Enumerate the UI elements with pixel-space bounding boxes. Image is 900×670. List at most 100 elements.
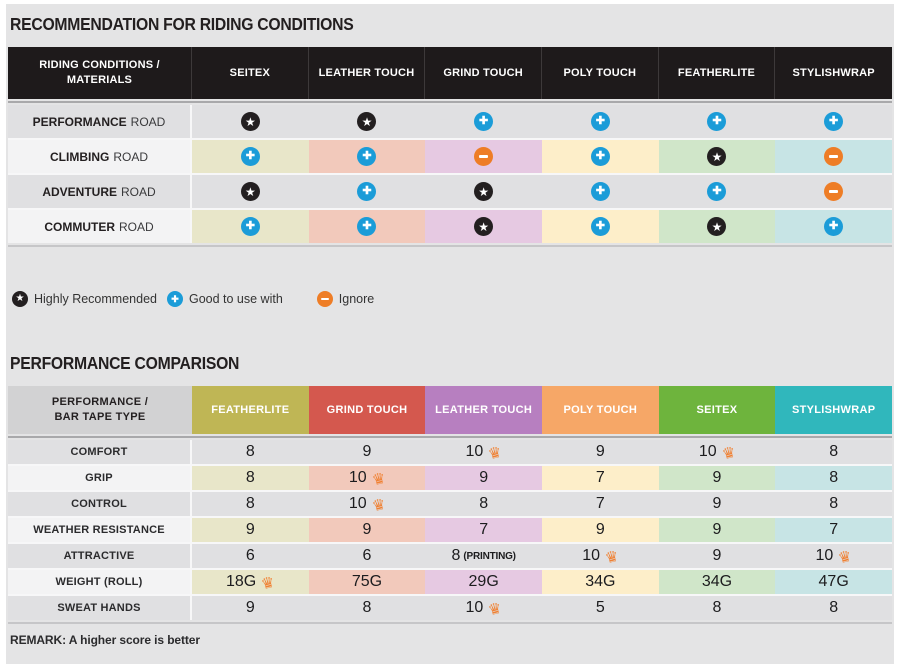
score-value: 10 <box>698 443 717 460</box>
rating-cell <box>659 175 776 208</box>
score-value: 9 <box>595 443 605 460</box>
score-cell: 10 <box>309 492 426 516</box>
rating-cell <box>308 210 426 243</box>
riding-conditions-section: RECOMMENDATION FOR RIDING CONDITIONS RID… <box>8 14 892 307</box>
score-cell: 75G <box>308 570 426 594</box>
score-cell: 10 <box>425 596 542 620</box>
score-value: 8 <box>479 495 489 512</box>
score-value: 10 <box>465 599 484 616</box>
table-row-comfort: COMFORT 8 9 10 9 10 8 <box>8 440 892 464</box>
rating-icon <box>590 217 610 236</box>
column-header-featherlite: FEATHERLITE <box>192 386 309 434</box>
rating-icon <box>707 147 727 166</box>
plus-icon <box>166 291 183 307</box>
score-cell: 5 <box>542 596 659 620</box>
performance-comparison-section: PERFORMANCE COMPARISON PERFORMANCE / BAR… <box>8 353 892 647</box>
rating-icon <box>240 147 260 166</box>
score-cell: 8 <box>775 440 892 464</box>
rating-icon <box>824 182 844 201</box>
score-value: 9 <box>362 443 372 460</box>
score-value: 9 <box>712 521 722 538</box>
table-bottom-border <box>8 622 892 624</box>
rating-icon <box>357 182 377 201</box>
legend-item-ignore: Ignore <box>316 291 374 307</box>
rating-icon <box>357 147 377 166</box>
row-label-bold: ADVENTURE <box>42 184 117 199</box>
column-header-leather-touch: LEATHER TOUCH <box>425 386 542 434</box>
rating-icon <box>590 112 610 131</box>
remark: REMARK: A higher score is better <box>10 633 200 647</box>
page: RECOMMENDATION FOR RIDING CONDITIONS RID… <box>6 4 894 664</box>
score-cell: 7 <box>541 466 659 490</box>
table-row-weather-resistance: WEATHER RESISTANCE 9 9 7 9 9 7 <box>8 518 892 542</box>
table-row-climbing-road: CLIMBING ROAD <box>8 140 892 173</box>
rating-cell <box>309 175 426 208</box>
score-value: 7 <box>595 469 605 486</box>
score-cell: 9 <box>425 466 542 490</box>
table-body: COMFORT 8 9 10 9 10 8 GRIP 8 10 9 7 9 8 <box>8 440 892 620</box>
crown-icon <box>487 600 504 618</box>
legend-label: Good to use with <box>188 292 283 306</box>
score-cell: 10 <box>659 440 776 464</box>
rating-icon <box>824 217 844 236</box>
score-cell: 9 <box>192 596 309 620</box>
rating-cell <box>425 210 542 243</box>
table-row-commuter-road: COMMUTER ROAD <box>8 210 892 243</box>
score-cell: 10 <box>308 466 426 490</box>
score-cell: 8 <box>775 596 892 620</box>
column-header-poly-touch: POLY TOUCH <box>541 386 659 434</box>
rating-cell <box>542 175 659 208</box>
row-label: ATTRACTIVE <box>8 544 192 568</box>
column-header-label: GRIND TOUCH <box>326 403 408 416</box>
score-cell: 7 <box>425 518 542 542</box>
row-label: PERFORMANCE ROAD <box>8 105 192 138</box>
score-cell: 34G <box>658 570 776 594</box>
score-cell: 10 <box>775 544 892 568</box>
rating-cell <box>775 105 892 138</box>
score-cell: 8 <box>775 466 892 490</box>
rating-cell <box>192 175 309 208</box>
score-cell: 8 <box>775 492 892 516</box>
score-cell: 8 <box>192 440 309 464</box>
score-value: 18G <box>225 573 257 590</box>
row-label-rest: ROAD <box>130 114 166 129</box>
score-value: 8 <box>829 599 839 616</box>
score-cell: 9 <box>542 440 659 464</box>
score-value: 8 <box>451 547 461 564</box>
column-header-label: FEATHERLITE <box>211 403 290 416</box>
rating-cell <box>192 140 309 173</box>
row-label-rest: ROAD <box>121 184 156 199</box>
rating-icon <box>707 182 727 201</box>
score-value: 34G <box>701 573 733 590</box>
crown-icon <box>370 496 387 514</box>
score-cell: 9 <box>659 492 776 516</box>
score-cell: 47G <box>775 570 892 594</box>
column-header-stylishwrap: STYLISHWRAP <box>775 386 892 434</box>
column-header-stylishwrap: STYLISHWRAP <box>775 47 892 99</box>
rating-cell <box>775 210 892 243</box>
rating-icon <box>707 217 727 236</box>
rating-cell <box>425 175 542 208</box>
score-cell: 8 <box>192 466 309 490</box>
rating-icon <box>357 217 377 236</box>
score-cell: 34G <box>541 570 659 594</box>
table-row-sweat-hands: SWEAT HANDS 9 8 10 5 8 8 <box>8 596 892 620</box>
rating-cell <box>425 140 542 173</box>
column-header-label: SEITEX <box>696 403 738 416</box>
score-value: 8 <box>712 599 722 616</box>
row-label: WEATHER RESISTANCE <box>8 518 192 542</box>
score-cell: 8 (PRINTING) <box>425 544 542 568</box>
score-value: 8 <box>245 443 255 460</box>
score-cell: 7 <box>775 518 892 542</box>
score-cell: 29G <box>425 570 542 594</box>
table-row-control: CONTROL 8 10 8 7 9 8 <box>8 492 892 516</box>
corner-header: RIDING CONDITIONS / MATERIALS <box>8 47 192 99</box>
rating-cell <box>659 105 776 138</box>
rating-cell <box>192 105 309 138</box>
rating-icon <box>824 112 844 131</box>
score-value: 47G <box>818 573 849 590</box>
score-value: 9 <box>362 521 372 538</box>
score-value: 8 <box>829 469 839 486</box>
score-value: 9 <box>712 547 722 564</box>
